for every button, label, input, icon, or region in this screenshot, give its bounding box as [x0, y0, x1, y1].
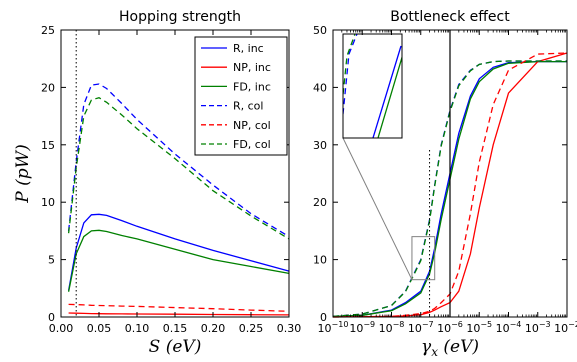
- x-tick-label: 0.00: [49, 322, 74, 335]
- y-tick-label: 10: [313, 254, 327, 267]
- x-tick-label: 10−5: [466, 320, 492, 335]
- x-tick-label: 0.15: [163, 322, 188, 335]
- inset-series-line: [377, 55, 402, 138]
- series-line-5: [68, 303, 290, 312]
- x-tick-label: 10−9: [349, 320, 375, 335]
- y-tick-label: 50: [313, 24, 327, 37]
- chart-title: Hopping strength: [119, 9, 241, 25]
- x-axis-label: S (eV): [149, 337, 202, 357]
- y-tick-label: 20: [313, 196, 327, 209]
- x-tick-label: 10−7: [408, 320, 434, 335]
- series-line-1: [332, 60, 567, 318]
- x-tick-label: 10−4: [496, 320, 522, 335]
- y-tick-label: 40: [313, 81, 327, 94]
- series-line-5: [332, 60, 567, 318]
- x-tick-label: 10−2: [554, 320, 577, 335]
- x-tick-label: 10−8: [379, 320, 405, 335]
- x-tick-label: 10−6: [437, 320, 463, 335]
- legend-entry: FD, inc: [233, 80, 271, 93]
- series-line-4: [67, 83, 290, 238]
- series-line-2: [332, 60, 567, 318]
- series-line-3: [67, 229, 290, 292]
- y-tick-label: 0: [320, 311, 327, 324]
- x-tick-label: 10−3: [525, 320, 551, 335]
- inset-content: [343, 34, 402, 138]
- inset-series-line: [343, 34, 356, 102]
- inset-series-line: [343, 34, 358, 121]
- y-tick-label: 15: [41, 139, 55, 152]
- inset-frame: [342, 33, 403, 139]
- chart-hopping-strength: Hopping strength 0.00 0.05 0.10 0.15 0.20 0.2…: [13, 9, 301, 357]
- series-line-6: [67, 96, 290, 240]
- y-tick-label: 25: [41, 24, 55, 37]
- zoom-connector: [342, 137, 413, 280]
- y-tick-label: 5: [48, 254, 55, 267]
- x-tick-label: 0.25: [239, 322, 264, 335]
- legend-entry: FD, col: [233, 138, 271, 151]
- x-tick-label: 10−10: [318, 320, 349, 335]
- series-line-1: [67, 213, 290, 291]
- series-line-2: [68, 312, 290, 316]
- inset-background: [343, 34, 402, 138]
- legend-box: [194, 36, 288, 156]
- y-axis-label: P (pW): [13, 144, 33, 203]
- x-tick-label: 0.30: [277, 322, 302, 335]
- zoom-region: [411, 236, 436, 281]
- x-axis-label: γx (eV): [421, 337, 479, 359]
- legend: R, inc NP, inc FD, inc R, col NP, col FD, col: [194, 36, 288, 156]
- legend-entry: R, inc: [233, 42, 264, 55]
- legend-entry: NP, inc: [233, 61, 271, 74]
- chart-title: Bottleneck effect: [390, 9, 510, 25]
- legend-entry: NP, col: [233, 119, 271, 132]
- x-tick-label: 0.10: [125, 322, 150, 335]
- y-tick-label: 20: [41, 81, 55, 94]
- chart-bottleneck-effect: Bottleneck effect 10−10 10−9 10−8 10−7 10−6 1…: [313, 9, 577, 359]
- inset: [342, 33, 403, 139]
- legend-entry: R, col: [233, 100, 263, 113]
- x-tick-label: 0.05: [87, 322, 112, 335]
- y-tick-label: 10: [41, 196, 55, 209]
- x-tick-label: 0.20: [201, 322, 226, 335]
- series-line-6: [332, 52, 568, 318]
- inset-series-line: [372, 45, 402, 138]
- y-tick-label: 30: [313, 139, 327, 152]
- y-tick-label: 0: [48, 311, 55, 324]
